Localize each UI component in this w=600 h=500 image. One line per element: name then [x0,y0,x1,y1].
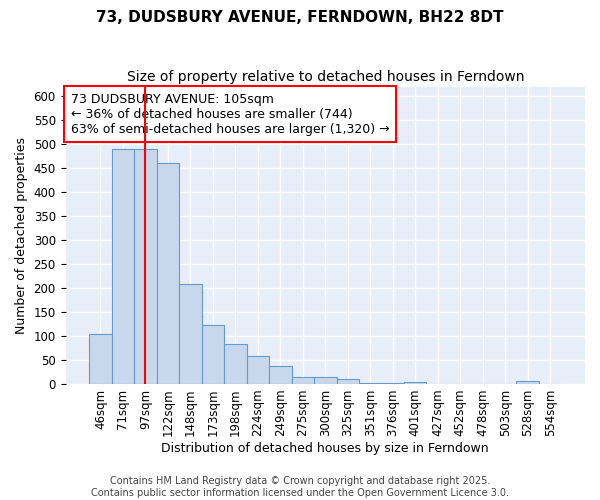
Bar [359,382,382,384]
Bar [247,356,269,384]
Y-axis label: Number of detached properties: Number of detached properties [15,137,28,334]
Bar [337,379,359,384]
Text: 73 DUDSBURY AVENUE: 105sqm
← 36% of detached houses are smaller (744)
63% of sem: 73 DUDSBURY AVENUE: 105sqm ← 36% of deta… [71,92,389,136]
Bar [202,325,224,384]
Text: Contains HM Land Registry data © Crown copyright and database right 2025.
Contai: Contains HM Land Registry data © Crown c… [91,476,509,498]
Bar [314,377,337,384]
Bar [157,164,179,384]
Bar [89,334,112,384]
Bar [382,383,404,384]
Bar [179,284,202,384]
Text: 73, DUDSBURY AVENUE, FERNDOWN, BH22 8DT: 73, DUDSBURY AVENUE, FERNDOWN, BH22 8DT [96,10,504,25]
Bar [134,149,157,384]
Bar [112,149,134,384]
Bar [292,377,314,384]
Bar [269,366,292,384]
Bar [404,382,427,384]
X-axis label: Distribution of detached houses by size in Ferndown: Distribution of detached houses by size … [161,442,489,455]
Bar [517,381,539,384]
Bar [224,344,247,384]
Title: Size of property relative to detached houses in Ferndown: Size of property relative to detached ho… [127,70,524,84]
